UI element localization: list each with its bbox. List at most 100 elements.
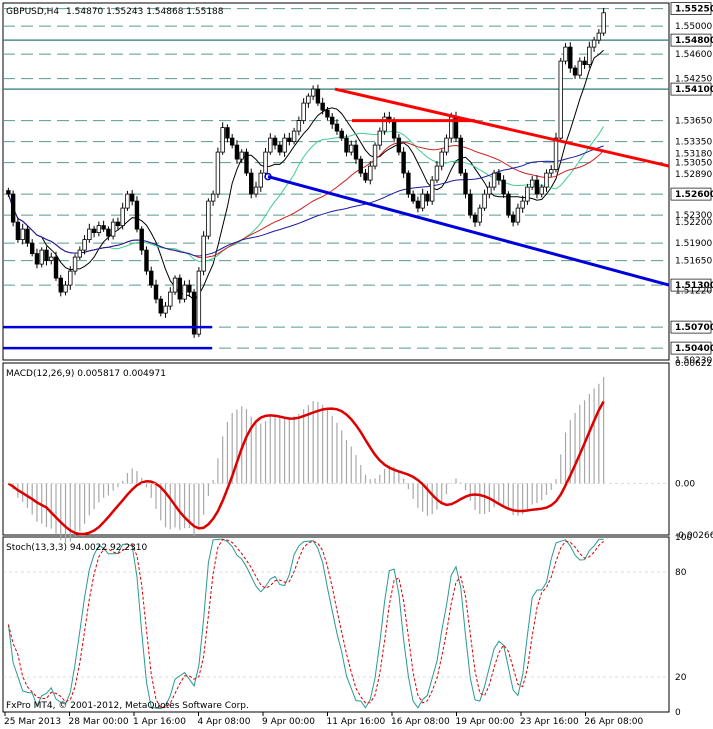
candle-body: [191, 291, 197, 335]
price-label: 1.53050: [675, 159, 712, 169]
candle-body: [320, 102, 325, 111]
stoch-indicator: [3, 538, 669, 710]
candle-body: [468, 193, 473, 216]
candle-body: [72, 256, 78, 272]
candle-body: [215, 151, 221, 195]
candle-body: [49, 256, 54, 262]
candle-body: [77, 249, 83, 258]
candle-body: [301, 102, 306, 121]
price-grid: [3, 8, 669, 349]
macd-label: -0.00266: [675, 531, 713, 541]
candle-body: [415, 200, 421, 209]
candle-body: [529, 179, 535, 188]
time-axis: 25 Mar 2013 28 Mar 00:00 1 Apr 16:00 4 Apr …: [4, 712, 643, 727]
price-label: 1.51220: [675, 287, 712, 297]
candle-body: [510, 214, 516, 223]
macd-signal-line: [7, 400, 605, 536]
candle-body: [372, 144, 378, 167]
candle-body: [391, 120, 397, 139]
ma-blue: [7, 145, 604, 257]
candle-body: [401, 151, 406, 174]
candle-body: [349, 144, 354, 153]
candle-body: [244, 151, 249, 174]
candle-body: [249, 172, 254, 195]
candle-body: [177, 277, 183, 300]
price-tag: [670, 33, 712, 47]
candle-body: [463, 172, 468, 195]
price-label: 1.53180: [675, 150, 712, 160]
trend-anchor: [264, 172, 272, 181]
candle-body: [168, 291, 173, 307]
candle-body: [53, 256, 59, 279]
candle-body: [134, 200, 140, 230]
time-label: 26 Apr 08:00: [585, 717, 644, 727]
candle-body: [158, 298, 163, 314]
candle-body: [496, 172, 502, 181]
macd-axis: 0.00622 0.00 -0.00266: [675, 359, 713, 541]
candle-body: [196, 270, 202, 335]
candle-body: [6, 190, 11, 195]
candle-body: [10, 193, 16, 223]
price-label: 1.53650: [675, 117, 712, 127]
candle-body: [206, 200, 211, 237]
time-label: 23 Apr 16:00: [520, 717, 579, 727]
price-label: 1.53350: [675, 138, 712, 148]
candle-body: [101, 225, 106, 230]
macd-label: 0.00622: [675, 359, 712, 369]
candle-body: [596, 32, 602, 41]
candle-body: [563, 46, 568, 62]
candle-body: [306, 95, 311, 104]
stoch-label: 20: [675, 673, 687, 683]
candle-body: [34, 253, 40, 265]
candle-body: [139, 228, 144, 251]
price-label: 1.52200: [675, 218, 712, 228]
price-tag: [670, 82, 712, 96]
price-label: 1.54800: [675, 36, 713, 46]
ma-fast: [7, 49, 604, 301]
candle-body: [296, 120, 302, 132]
candle-body: [163, 305, 168, 314]
candle-body: [472, 214, 478, 223]
candle-body: [329, 116, 335, 125]
candle-body: [553, 137, 559, 171]
candle-body: [582, 60, 587, 65]
candle-body: [144, 249, 149, 272]
candle-body: [363, 172, 368, 181]
candle-body: [229, 137, 235, 146]
candle-body: [325, 109, 330, 118]
stoch-header: Stoch(13,3,3) 94.0022 92.2310: [6, 543, 147, 553]
time-label: 11 Apr 16:00: [327, 717, 386, 727]
candle-body: [396, 137, 402, 153]
stoch-main-line: [7, 538, 604, 710]
candle-body: [549, 169, 554, 174]
time-label: 1 Apr 16:00: [133, 717, 186, 727]
candle-body: [539, 186, 544, 195]
time-label: 16 Apr 08:00: [391, 717, 450, 727]
candle-body: [91, 228, 97, 234]
candle-body: [96, 225, 102, 234]
stoch-label: 100: [675, 533, 692, 543]
candle-body: [382, 116, 387, 132]
price-label: 1.51650: [675, 257, 712, 267]
price-tag: [670, 341, 712, 355]
candle-body: [487, 186, 492, 195]
candle-body: [15, 221, 21, 241]
stoch-label: 0: [675, 708, 681, 718]
candle-body: [253, 186, 259, 195]
price-label: 1.55000: [675, 22, 712, 32]
price-tag: [670, 2, 712, 15]
candle-body: [187, 284, 192, 293]
candle-body: [310, 88, 316, 97]
macd-label: 0.00: [675, 479, 695, 489]
price-label: 1.51900: [675, 239, 712, 249]
candle-body: [20, 228, 25, 241]
candle-body: [420, 193, 425, 209]
candle-body: [572, 67, 578, 76]
stoch-axis: 100 80 20 0: [675, 533, 692, 718]
price-label: 1.54100: [675, 85, 713, 95]
copyright-text: FxPro MT4, © 2001-2012, MetaQuotes Softw…: [6, 701, 249, 711]
candle-body: [82, 239, 87, 251]
candle-body: [425, 193, 430, 202]
price-label: 1.54600: [675, 50, 712, 60]
